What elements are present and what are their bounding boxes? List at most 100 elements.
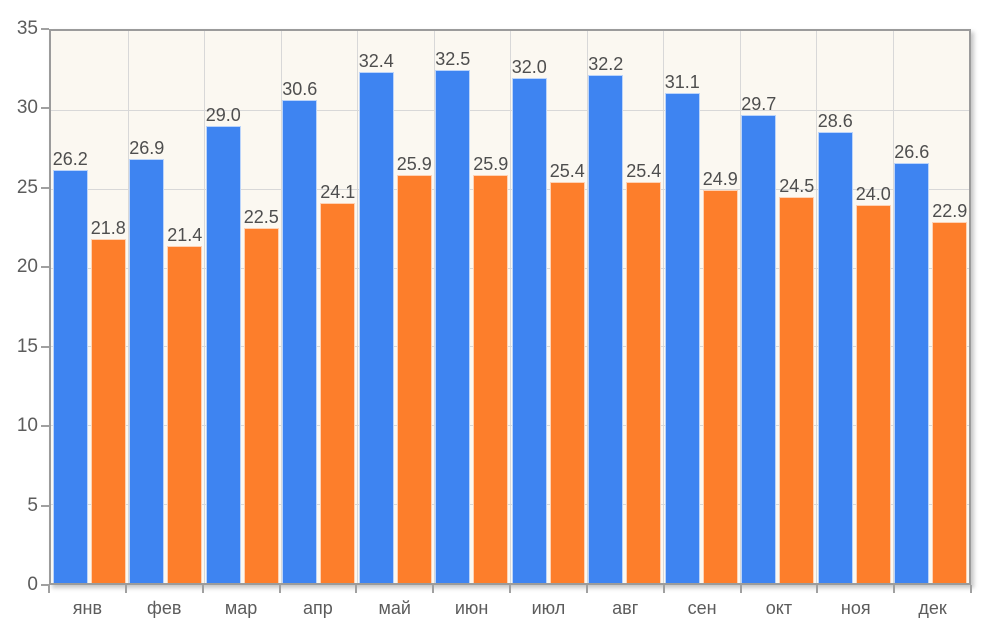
blue-series-bar: 26.2 bbox=[53, 149, 88, 583]
orange-series-bar: 24.5 bbox=[779, 176, 814, 583]
bar-value-label: 25.9 bbox=[396, 153, 432, 174]
x-axis-label-мар: мар bbox=[224, 598, 258, 618]
bar-value-label: 26.9 bbox=[129, 137, 165, 158]
bar-group-ноя: 28.6 24.0 bbox=[816, 31, 893, 583]
bar-group-июн: 32.5 25.9 bbox=[434, 31, 511, 583]
y-axis-tick bbox=[41, 186, 49, 189]
orange-series-bar: 21.8 bbox=[91, 218, 126, 583]
bar-value-label: 29.7 bbox=[741, 93, 777, 114]
x-axis-tick bbox=[585, 585, 588, 593]
bar-group-сен: 31.1 24.9 bbox=[663, 31, 740, 583]
y-axis-tick bbox=[41, 425, 49, 428]
y-axis-tick-label: 0 bbox=[27, 574, 38, 595]
bar-value-label: 22.5 bbox=[243, 207, 279, 228]
orange-series-bar: 22.5 bbox=[244, 207, 279, 583]
x-axis-label-апр: апр bbox=[303, 598, 333, 618]
bar-value-label: 29.0 bbox=[205, 104, 241, 125]
blue-series-bar: 26.9 bbox=[129, 138, 164, 583]
x-axis-label-окт: окт bbox=[765, 598, 793, 618]
x-axis-label-авг: авг bbox=[612, 598, 639, 618]
x-axis-label-июн: июн bbox=[454, 598, 489, 618]
blue-series-bar: 29.0 bbox=[206, 105, 241, 583]
bar-value-label: 25.4 bbox=[549, 161, 585, 182]
x-axis-tick bbox=[201, 585, 204, 593]
bar-group-янв: 26.2 21.8 bbox=[51, 31, 128, 583]
y-axis-tick-label: 25 bbox=[16, 176, 38, 198]
grid-line-vertical bbox=[128, 31, 129, 583]
bar-value-label: 24.1 bbox=[320, 181, 356, 202]
bar-group-авг: 32.2 25.4 bbox=[587, 31, 664, 583]
x-axis-label-дек: дек bbox=[918, 598, 947, 618]
bar-group-окт: 29.7 24.5 bbox=[740, 31, 817, 583]
grid-line-vertical bbox=[281, 31, 282, 583]
orange-series-bar: 25.9 bbox=[397, 154, 432, 583]
bar-group-мар: 29.0 22.5 bbox=[204, 31, 281, 583]
y-axis-tick bbox=[41, 345, 49, 348]
orange-series-bar: 21.4 bbox=[167, 225, 202, 583]
bar-group-апр: 30.6 24.1 bbox=[281, 31, 358, 583]
orange-series-bar: 24.0 bbox=[856, 184, 891, 583]
y-axis-tick-label: 30 bbox=[16, 97, 38, 119]
x-axis-tick bbox=[278, 585, 281, 593]
orange-series-bar: 22.9 bbox=[932, 201, 967, 583]
y-axis-tick bbox=[41, 28, 49, 30]
blue-series-bar: 26.6 bbox=[894, 142, 929, 583]
x-axis-tick bbox=[816, 585, 819, 593]
bar-value-label: 31.1 bbox=[664, 71, 700, 92]
bar-group-май: 32.4 25.9 bbox=[357, 31, 434, 583]
blue-series-bar: 32.2 bbox=[588, 54, 623, 583]
grid-line-vertical bbox=[434, 31, 435, 583]
orange-series-bar: 24.1 bbox=[320, 182, 355, 583]
x-axis-tick bbox=[48, 585, 50, 593]
bar-value-label: 25.4 bbox=[626, 161, 662, 182]
bar-group-дек: 26.6 22.9 bbox=[893, 31, 970, 583]
plot-area: 26.2 21.8 26.9 21.4 29.0 22.5 30.6 24.1 32.4 25.9… bbox=[49, 29, 971, 585]
x-axis-tick bbox=[739, 585, 742, 593]
y-axis-tick-label: 35 bbox=[16, 18, 38, 39]
orange-series-bar: 25.9 bbox=[473, 154, 508, 583]
blue-series-bar: 32.5 bbox=[435, 49, 470, 583]
y-axis-tick bbox=[41, 107, 49, 110]
bar-value-label: 21.4 bbox=[167, 224, 203, 245]
bar-value-label: 22.9 bbox=[932, 200, 968, 221]
bar-value-label: 24.5 bbox=[779, 175, 815, 196]
y-axis-tick-label: 5 bbox=[27, 494, 38, 516]
bar-value-label: 32.0 bbox=[511, 57, 547, 78]
grid-line-vertical bbox=[357, 31, 358, 583]
y-axis-tick-label: 10 bbox=[16, 415, 38, 437]
x-axis-tick bbox=[124, 585, 127, 593]
x-axis-tick bbox=[355, 585, 358, 593]
plot-inner: 26.2 21.8 26.9 21.4 29.0 22.5 30.6 24.1 32.4 25.9… bbox=[51, 31, 969, 583]
bar-value-label: 24.9 bbox=[702, 169, 738, 190]
grid-line-vertical bbox=[740, 31, 741, 583]
grid-line-vertical bbox=[663, 31, 664, 583]
bar-value-label: 30.6 bbox=[282, 79, 318, 100]
x-axis-label-ноя: ноя bbox=[840, 598, 871, 618]
y-axis-tick-label: 20 bbox=[16, 256, 38, 278]
grid-line-vertical bbox=[204, 31, 205, 583]
bar-value-label: 28.6 bbox=[817, 110, 853, 131]
blue-series-bar: 32.4 bbox=[359, 51, 394, 583]
orange-series-bar: 25.4 bbox=[550, 161, 585, 583]
blue-series-bar: 32.0 bbox=[512, 57, 547, 583]
blue-series-bar: 28.6 bbox=[818, 111, 853, 583]
bar-value-label: 26.6 bbox=[894, 142, 930, 163]
y-axis-tick bbox=[41, 584, 49, 586]
x-axis-tick bbox=[893, 585, 896, 593]
x-axis-tick bbox=[509, 585, 511, 593]
x-axis-label-фев: фев bbox=[147, 598, 182, 618]
grid-line-vertical bbox=[893, 31, 894, 583]
x-axis-tick bbox=[970, 585, 972, 593]
bar-value-label: 26.2 bbox=[52, 148, 88, 169]
grid-line-vertical bbox=[816, 31, 817, 583]
x-axis-label-июл: июл bbox=[531, 598, 566, 618]
y-axis-tick-label: 15 bbox=[16, 335, 38, 357]
orange-series-bar: 24.9 bbox=[703, 169, 738, 583]
bar-value-label: 32.2 bbox=[588, 54, 624, 75]
blue-series-bar: 29.7 bbox=[741, 94, 776, 583]
bar-value-label: 21.8 bbox=[90, 218, 126, 239]
bar-value-label: 24.0 bbox=[855, 183, 891, 204]
x-axis-tick bbox=[662, 585, 665, 593]
bar-value-label: 32.5 bbox=[435, 49, 471, 70]
